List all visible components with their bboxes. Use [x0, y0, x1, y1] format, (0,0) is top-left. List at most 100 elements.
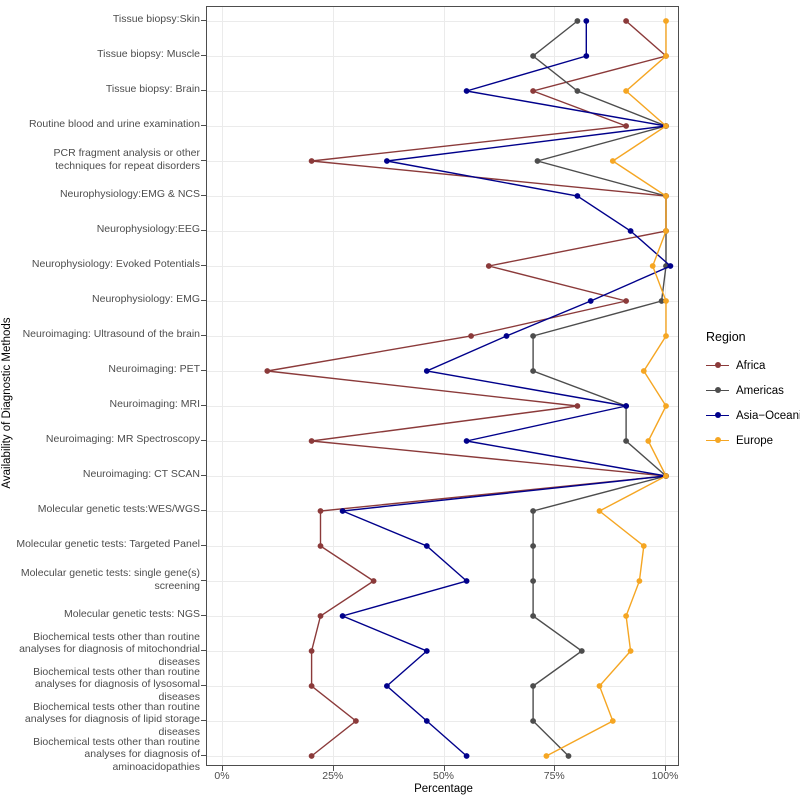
- x-tick-mark: [222, 766, 223, 771]
- x-tick-mark: [665, 766, 666, 771]
- legend-title: Region: [706, 330, 746, 344]
- data-point: [596, 508, 603, 514]
- data-point: [423, 543, 430, 549]
- legend-item-asia-oceania[interactable]: Asia−Oceania: [706, 403, 800, 428]
- grid-line-horizontal: [207, 406, 678, 407]
- grid-line-vertical: [443, 7, 445, 765]
- grid-line-horizontal: [207, 231, 678, 232]
- legend-key-icon: [706, 357, 729, 374]
- data-point: [317, 543, 324, 549]
- y-tick-mark: [201, 755, 206, 756]
- data-point: [468, 333, 474, 339]
- grid-line-horizontal: [207, 581, 678, 582]
- series-europe: [543, 18, 669, 759]
- data-point: [534, 158, 541, 164]
- series-line: [546, 21, 668, 757]
- series-line: [267, 20, 668, 757]
- data-point: [384, 158, 390, 164]
- y-tick-label: Neurophysiology:EMG & NCS: [59, 188, 200, 201]
- data-point: [317, 613, 324, 619]
- y-tick-mark: [201, 230, 206, 231]
- data-point: [663, 18, 669, 24]
- data-point: [663, 333, 669, 339]
- data-point: [623, 18, 629, 24]
- data-point: [530, 368, 536, 374]
- y-tick-mark: [201, 160, 206, 161]
- y-tick-label: Biochemical tests other than routine ana…: [19, 630, 200, 668]
- grid-line-horizontal: [207, 21, 678, 22]
- y-tick-mark: [201, 55, 206, 56]
- y-tick-label: Tissue biopsy: Muscle: [97, 48, 200, 61]
- y-tick-label: Molecular genetic tests: NGS: [64, 608, 200, 621]
- data-point: [463, 578, 470, 584]
- data-point: [543, 753, 550, 759]
- data-point: [645, 438, 652, 444]
- y-tick-mark: [201, 510, 206, 511]
- data-point: [339, 508, 346, 514]
- data-point: [623, 298, 629, 304]
- legend-key-dot: [714, 412, 721, 419]
- data-lines-and-points: [264, 18, 674, 759]
- y-tick-mark: [201, 650, 206, 651]
- grid-line-horizontal: [207, 721, 678, 722]
- data-point: [353, 718, 359, 724]
- y-tick-label: Biochemical tests other than routine ana…: [24, 700, 200, 738]
- y-tick-label: Neuroimaging: Ultrasound of the brain: [22, 328, 200, 341]
- data-point: [623, 123, 629, 129]
- data-point: [663, 298, 669, 304]
- x-tick-label: 50%: [432, 770, 455, 782]
- data-point: [663, 403, 669, 409]
- data-point: [574, 193, 581, 199]
- y-tick-mark: [201, 335, 206, 336]
- legend-item-label: Africa: [736, 359, 766, 372]
- y-tick-mark: [201, 20, 206, 21]
- legend-key-icon: [706, 432, 729, 449]
- series-africa: [264, 18, 669, 759]
- plot-panel: [206, 6, 679, 766]
- data-point: [663, 53, 669, 59]
- y-tick-mark: [201, 265, 206, 266]
- grid-line-horizontal: [207, 756, 678, 757]
- legend-item-europe[interactable]: Europe: [706, 428, 800, 453]
- data-point: [530, 53, 536, 59]
- legend-item-africa[interactable]: Africa: [706, 353, 800, 378]
- y-tick-label: Biochemical tests other than routine ana…: [33, 735, 200, 773]
- y-tick-label: Tissue biopsy:Skin: [112, 13, 200, 26]
- data-point: [627, 648, 634, 654]
- x-tick-label: 100%: [651, 770, 679, 782]
- grid-line-horizontal: [207, 616, 678, 617]
- data-point: [640, 368, 647, 374]
- data-point: [609, 158, 616, 164]
- data-point: [587, 298, 594, 304]
- data-point: [627, 228, 634, 234]
- legend: Region Africa Americas Asia−Oceania Europe: [706, 330, 800, 453]
- grid-line-vertical: [332, 7, 334, 765]
- data-point: [623, 613, 629, 619]
- legend-item-label: Asia−Oceania: [736, 409, 800, 422]
- y-tick-mark: [201, 475, 206, 476]
- x-tick-mark: [443, 766, 445, 771]
- grid-line-horizontal: [207, 371, 678, 372]
- y-tick-mark: [201, 545, 206, 546]
- grid-line-horizontal: [207, 511, 678, 512]
- grid-line-horizontal: [207, 196, 678, 197]
- data-point: [308, 753, 315, 759]
- grid-line-vertical: [665, 7, 666, 765]
- grid-line-vertical: [222, 7, 223, 765]
- grid-line-horizontal: [207, 651, 678, 652]
- data-point: [308, 683, 315, 689]
- data-point: [623, 438, 629, 444]
- data-point: [423, 718, 430, 724]
- data-point: [649, 263, 656, 269]
- y-tick-mark: [201, 405, 206, 406]
- data-point: [583, 18, 590, 24]
- legend-item-americas[interactable]: Americas: [706, 378, 800, 403]
- y-tick-label: Neuroimaging: PET: [108, 363, 200, 376]
- data-point: [663, 228, 669, 234]
- data-point: [609, 718, 616, 724]
- y-tick-mark: [201, 300, 206, 301]
- y-tick-mark: [201, 125, 206, 126]
- data-point: [574, 88, 581, 94]
- data-point: [663, 193, 669, 199]
- y-tick-mark: [201, 720, 206, 721]
